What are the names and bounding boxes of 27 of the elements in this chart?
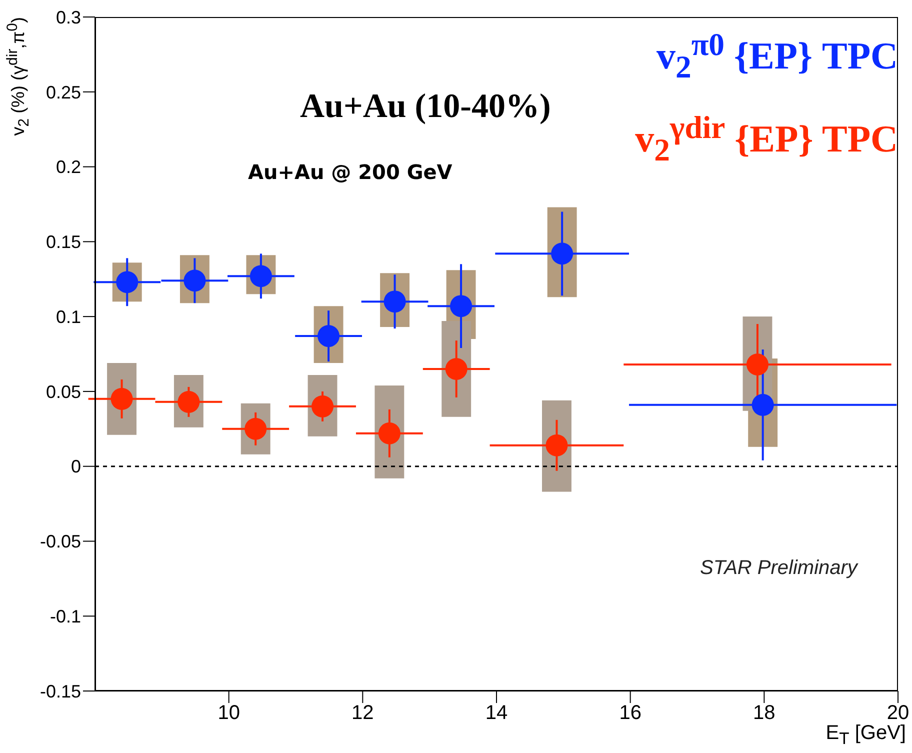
x-tick-label: 14: [485, 702, 508, 724]
annotation: STAR Preliminary: [700, 557, 858, 580]
point: [546, 434, 568, 456]
text: v$_{2}$$^{γdir}$ {EP} TPC: [635, 110, 898, 168]
x-axis-title: E$_{T}$ [GeV]: [826, 722, 906, 749]
y-tick-label: 0.15: [46, 232, 81, 252]
x-tick-label: 20: [886, 702, 910, 724]
point: [551, 242, 574, 265]
x-tick-label: 18: [753, 702, 776, 724]
annotation: Au+Au @ 200 GeV: [248, 160, 452, 184]
y-tick-label: 0.3: [56, 7, 81, 28]
x-tick-label: 10: [218, 702, 240, 724]
y-tick-label: 0.2: [56, 157, 81, 178]
x-tick-label: 16: [619, 702, 642, 724]
y-tick-label: 0.25: [46, 82, 81, 102]
y-tick-label: -0.05: [40, 532, 81, 552]
annotation: Au+Au (10-40%): [300, 88, 551, 126]
point: [378, 422, 400, 444]
point: [445, 358, 468, 380]
point: [746, 353, 768, 376]
y-tick-label: -0.1: [50, 606, 81, 626]
y-tick-label: 0.1: [56, 306, 81, 327]
text: v$_{2}$$^{π0}$ {EP} TPC: [656, 27, 898, 86]
y-tick-label: 0: [70, 456, 81, 477]
y-tick-label: -0.15: [40, 681, 81, 702]
y-tick-label: 0.05: [46, 382, 81, 402]
x-tick-label: 12: [352, 702, 374, 724]
